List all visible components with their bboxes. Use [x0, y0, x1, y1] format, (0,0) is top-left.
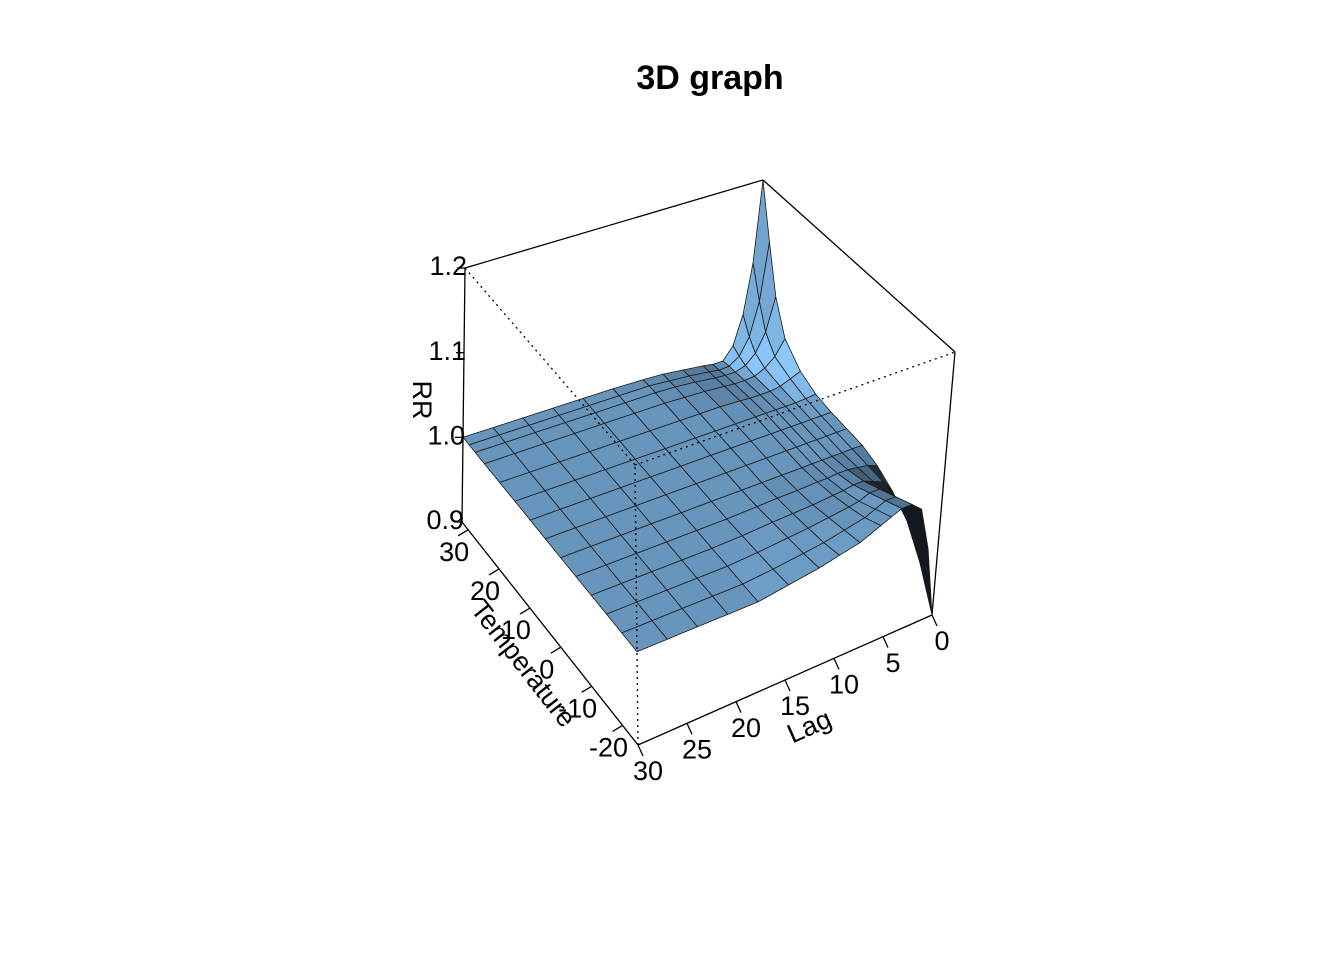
y-tick — [882, 636, 889, 648]
x-tick — [612, 724, 623, 732]
x-tick-label: 20 — [470, 576, 500, 606]
box-edge — [634, 351, 956, 466]
x-tick — [488, 568, 500, 576]
z-axis-title: RR — [407, 381, 437, 420]
y-tick-label: 20 — [731, 713, 761, 743]
x-tick-label: -20 — [589, 733, 628, 763]
x-tick-label: 30 — [439, 537, 469, 567]
x-tick-label: 10 — [501, 615, 531, 645]
y-tick-label: 5 — [885, 648, 900, 678]
y-tick-label: 10 — [829, 669, 859, 699]
box-edge — [461, 521, 639, 746]
y-tick — [637, 744, 644, 757]
box-edge — [464, 179, 764, 269]
x-tick-label: 0 — [539, 654, 554, 684]
box-edge — [461, 267, 466, 523]
y-tick-label: 25 — [682, 734, 712, 764]
box-edge — [464, 267, 636, 466]
y-tick-label: 15 — [780, 691, 810, 721]
y-tick-label: 0 — [934, 626, 949, 656]
y-tick — [784, 679, 791, 692]
y-tick-label: 30 — [633, 756, 663, 786]
y-tick — [686, 723, 693, 735]
x-tick — [519, 607, 531, 615]
y-tick — [735, 701, 742, 713]
surface-facet — [621, 620, 668, 653]
chart-title: 3D graph — [636, 59, 783, 97]
x-tick-label: -10 — [558, 693, 597, 723]
y-tick — [931, 614, 938, 627]
x-tick — [550, 646, 562, 654]
x-tick — [457, 529, 469, 537]
z-tick-label: 0.9 — [426, 505, 464, 535]
z-tick-label: 1.1 — [428, 336, 466, 366]
z-tick-label: 1.0 — [427, 420, 465, 450]
box-edge — [762, 179, 956, 353]
z-tick-label: 1.2 — [429, 251, 467, 281]
y-tick — [833, 658, 840, 670]
x-tick — [581, 685, 593, 693]
box-edge — [931, 351, 956, 616]
